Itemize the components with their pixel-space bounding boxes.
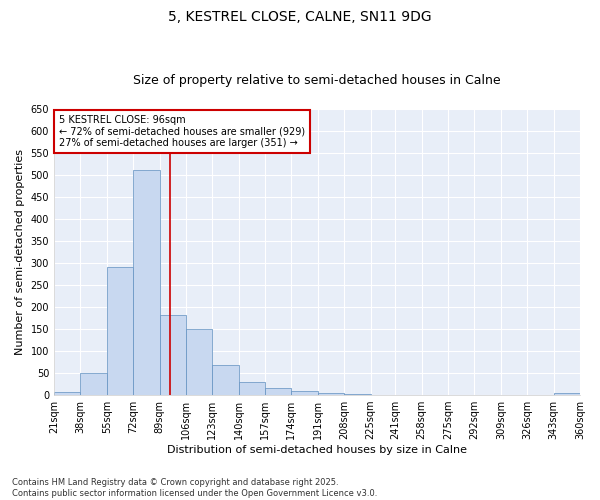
X-axis label: Distribution of semi-detached houses by size in Calne: Distribution of semi-detached houses by … — [167, 445, 467, 455]
Bar — [265, 388, 292, 395]
Bar — [80, 373, 107, 395]
Text: 5 KESTREL CLOSE: 96sqm
← 72% of semi-detached houses are smaller (929)
27% of se: 5 KESTREL CLOSE: 96sqm ← 72% of semi-det… — [59, 114, 305, 148]
Bar — [239, 382, 265, 395]
Bar — [186, 329, 212, 395]
Title: Size of property relative to semi-detached houses in Calne: Size of property relative to semi-detach… — [133, 74, 501, 87]
Bar — [554, 394, 580, 395]
Text: Contains HM Land Registry data © Crown copyright and database right 2025.
Contai: Contains HM Land Registry data © Crown c… — [12, 478, 377, 498]
Bar — [54, 392, 80, 395]
Bar — [160, 314, 186, 395]
Y-axis label: Number of semi-detached properties: Number of semi-detached properties — [15, 149, 25, 355]
Bar — [318, 394, 344, 395]
Bar — [107, 268, 133, 395]
Bar — [344, 394, 371, 395]
Bar — [292, 390, 318, 395]
Bar — [133, 170, 160, 395]
Bar — [212, 365, 239, 395]
Text: 5, KESTREL CLOSE, CALNE, SN11 9DG: 5, KESTREL CLOSE, CALNE, SN11 9DG — [168, 10, 432, 24]
